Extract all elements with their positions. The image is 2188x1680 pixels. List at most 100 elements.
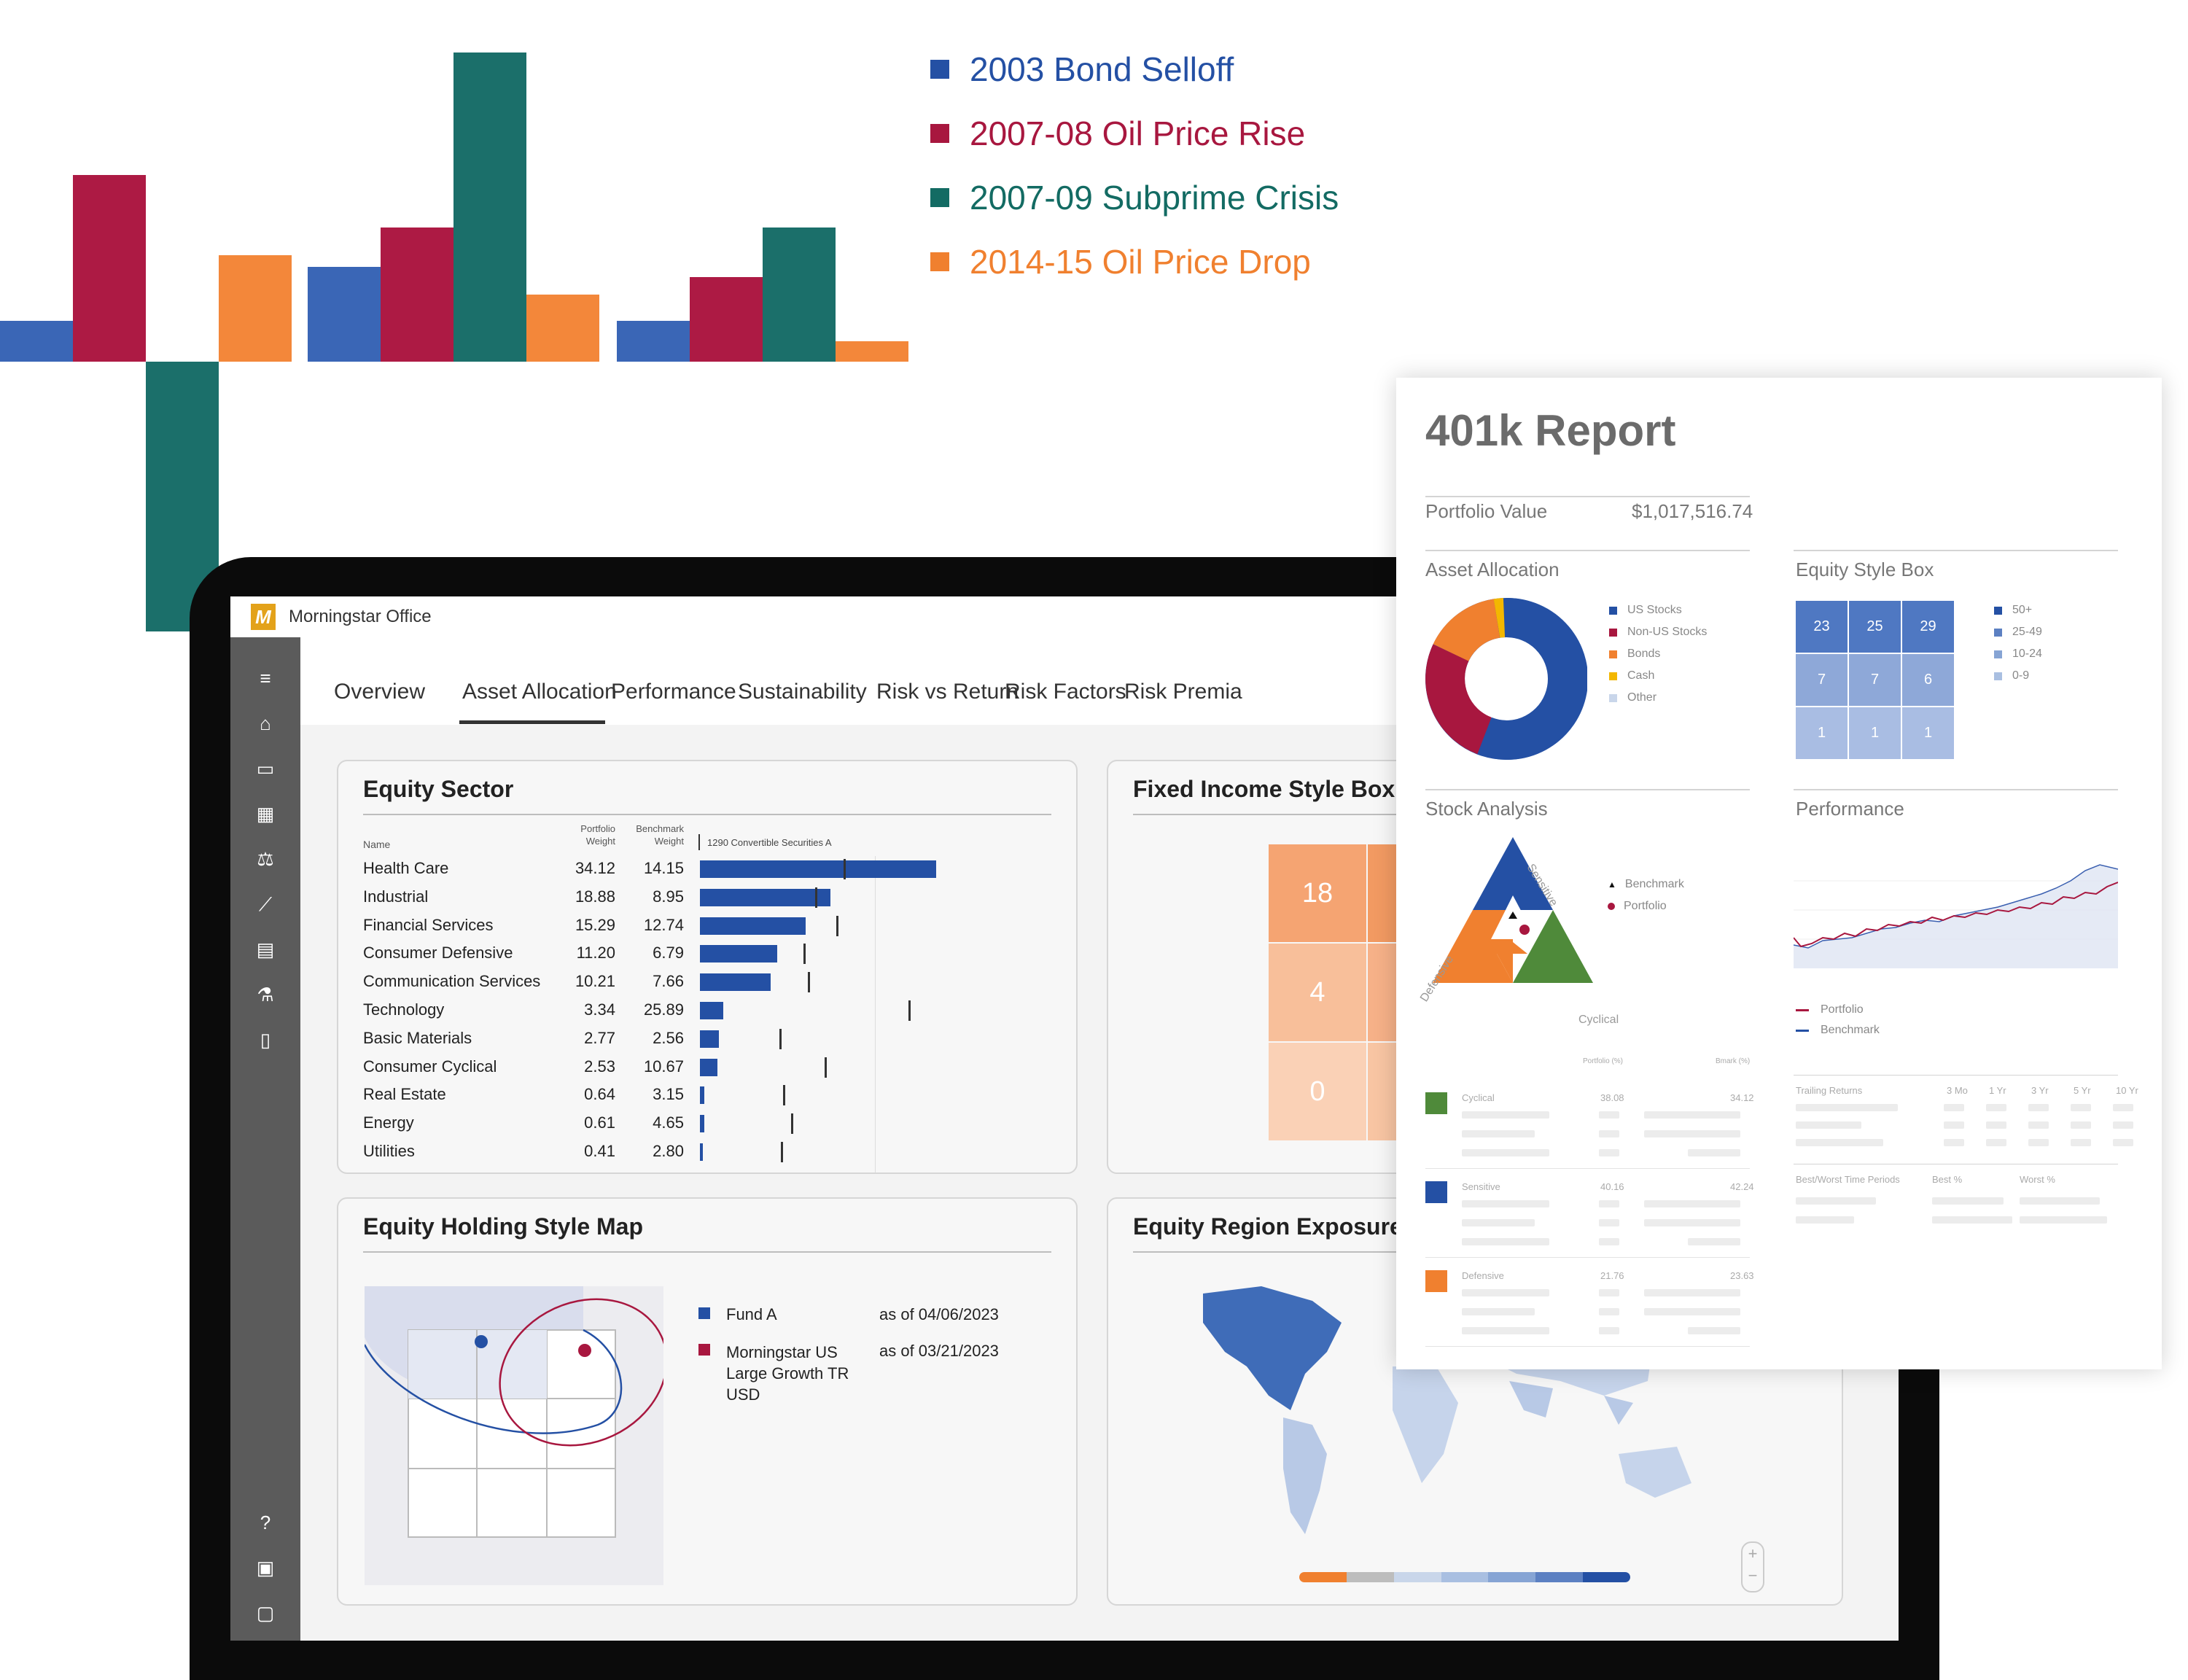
col-name: Name (363, 839, 391, 850)
sector-name: Industrial (363, 887, 429, 906)
style-box-cell: 23 (1796, 601, 1848, 653)
hero-bar (453, 52, 526, 362)
benchmark-marker (803, 944, 806, 965)
flask-icon[interactable]: ⚗ (257, 984, 274, 1006)
benchmark-marker (781, 1142, 784, 1162)
tab-performance[interactable]: Performance (611, 680, 736, 704)
legend-swatch (1994, 672, 2002, 680)
style-box-cell: 1 (1796, 707, 1848, 759)
tab-sustainability[interactable]: Sustainability (738, 680, 867, 704)
best-worst-label: Best/Worst Time Periods (1796, 1174, 1900, 1185)
sector-bar (700, 888, 831, 906)
col-label: 3 Yr (2031, 1085, 2049, 1096)
legend-swatch (1994, 606, 2002, 615)
tab-risk-vs-return[interactable]: Risk vs Return (876, 680, 1019, 704)
sector-bar (700, 1002, 723, 1019)
placeholder-line (2020, 1216, 2107, 1224)
stock-analysis-row: Cyclical 38.08 34.12 (1425, 1092, 1754, 1172)
sector-bar (700, 1058, 717, 1076)
legend-label: Other (1627, 691, 1657, 704)
tab-risk-factors[interactable]: Risk Factors (1005, 680, 1126, 704)
placeholder-line (2071, 1104, 2091, 1111)
placeholder-line (1986, 1121, 2006, 1129)
legend-item: Other (1609, 691, 1656, 704)
col-benchmark: Benchmark Weight (623, 822, 684, 847)
zoom-control[interactable]: + − (1741, 1541, 1764, 1592)
style-box-cell: 7 (1796, 654, 1848, 706)
legend-item: Cash (1609, 669, 1654, 682)
folder-icon[interactable]: ▭ (256, 758, 275, 779)
style-box-title: Equity Style Box (1796, 559, 1934, 580)
benchmark-marker (578, 1344, 591, 1357)
legend-item: 25-49 (1994, 626, 2042, 639)
sector-bar (700, 973, 771, 992)
placeholder-line (1688, 1149, 1740, 1156)
legend-item: Portfolio (1608, 900, 1667, 913)
tab-asset-allocation[interactable]: Asset Allocation (462, 680, 617, 704)
legend-marker (1608, 903, 1615, 910)
row-portfolio: 38.08 (1600, 1092, 1624, 1103)
sector-bar (700, 860, 936, 878)
row-name: Cyclical (1462, 1092, 1495, 1103)
divider (1794, 550, 2118, 551)
placeholder-line (1644, 1200, 1740, 1208)
tab-risk-premia[interactable]: Risk Premia (1124, 680, 1242, 704)
placeholder-line (1462, 1149, 1549, 1156)
legend-label: 10-24 (2012, 648, 2042, 660)
sector-name: Real Estate (363, 1085, 446, 1104)
scale-segment (1441, 1572, 1489, 1582)
sector-name: Communication Services (363, 972, 541, 991)
row-bmark: 34.12 (1730, 1092, 1754, 1103)
menu-icon[interactable]: ≡ (260, 667, 271, 689)
benchmark-marker (779, 1028, 782, 1049)
document-icon[interactable]: ▯ (260, 1029, 271, 1051)
sector-benchmark: 10.67 (643, 1057, 684, 1076)
legend-label: 2007-09 Subprime Crisis (970, 179, 1339, 217)
sector-portfolio: 0.41 (584, 1142, 615, 1160)
legend-item: ▲ Benchmark (1608, 878, 1684, 891)
col-label: Portfolio (580, 823, 615, 834)
placeholder-line (1599, 1200, 1619, 1208)
col-label: 10 Yr (2116, 1085, 2138, 1096)
benchmark-marker (814, 887, 817, 908)
col-label: Weight (585, 836, 615, 847)
calendar-icon[interactable]: ▤ (256, 938, 275, 960)
chat-icon[interactable]: ▣ (256, 1557, 275, 1579)
sector-benchmark: 7.66 (653, 972, 684, 991)
placeholder-line (2113, 1139, 2133, 1146)
logout-icon[interactable]: ▢ (256, 1602, 275, 1624)
legend-label: 0-9 (2012, 669, 2030, 682)
active-tab-indicator (459, 720, 605, 724)
sector-benchmark: 4.65 (653, 1113, 684, 1132)
scale-segment (1393, 1572, 1441, 1582)
fi-cell: 4 (1269, 944, 1366, 1041)
sector-row: Basic Materials 2.77 2.56 (363, 1028, 1076, 1051)
row-divider (1425, 1168, 1750, 1169)
placeholder-line (2028, 1139, 2049, 1146)
hero-bar (73, 175, 146, 362)
sector-portfolio: 2.77 (584, 1028, 615, 1047)
sector-portfolio: 0.61 (584, 1113, 615, 1132)
sector-row: Financial Services 15.29 12.74 (363, 915, 1076, 938)
style-map-plot (365, 1286, 663, 1585)
grid-icon[interactable]: ▦ (256, 803, 275, 825)
legend-item: 10-24 (1994, 648, 2042, 661)
sector-benchmark: 12.74 (643, 915, 684, 934)
legend-label: Portfolio (1821, 1003, 1864, 1016)
line-chart-icon[interactable]: ⟋ (258, 893, 273, 915)
placeholder-line (1688, 1327, 1740, 1334)
tab-overview[interactable]: Overview (334, 680, 426, 704)
help-icon[interactable]: ? (260, 1512, 271, 1533)
home-icon[interactable]: ⌂ (260, 712, 271, 734)
placeholder-line (1644, 1289, 1740, 1296)
sector-portfolio: 2.53 (584, 1057, 615, 1076)
sector-row: Health Care 34.12 14.15 (363, 859, 1076, 881)
sector-row: Consumer Defensive 11.20 6.79 (363, 944, 1076, 965)
divider (1794, 1075, 2118, 1076)
legend-label: Bonds (1627, 648, 1661, 660)
benchmark-marker (782, 1085, 785, 1106)
legend-label: 50+ (2012, 604, 2033, 616)
row-name: Sensitive (1462, 1181, 1500, 1192)
row-divider (1425, 1346, 1750, 1347)
scale-icon[interactable]: ⚖ (257, 848, 274, 870)
